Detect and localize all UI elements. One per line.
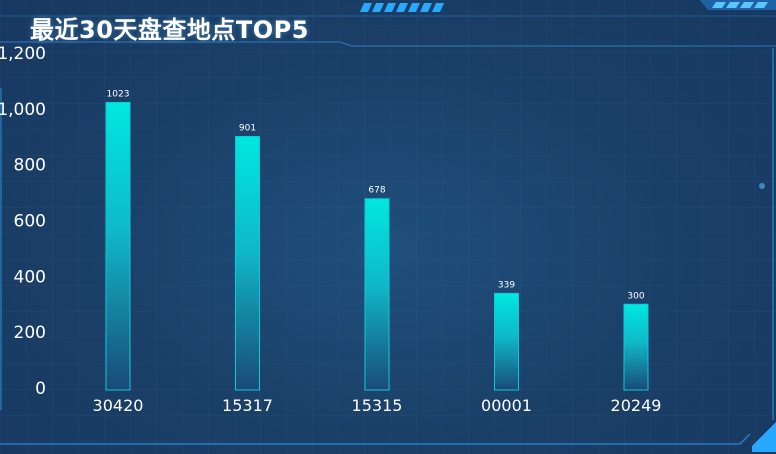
x-tick-label: 15315 — [352, 396, 403, 415]
data-label: 300 — [627, 291, 644, 301]
bar-15317 — [235, 135, 260, 391]
data-label: 678 — [368, 186, 385, 196]
y-tick-label: 800 — [14, 156, 46, 176]
data-label: 339 — [498, 280, 515, 290]
chart-title: 最近30天盘查地点TOP5 — [30, 16, 309, 44]
x-tick-label: 30420 — [93, 396, 144, 415]
y-tick-label: 400 — [14, 267, 46, 287]
bar-30420 — [105, 101, 131, 391]
y-tick-label: 0 — [35, 379, 46, 399]
bar-20249 — [623, 303, 649, 391]
bar-00001 — [494, 292, 519, 391]
y-tick-label: 600 — [14, 212, 46, 232]
bottom-right-corner-accent — [752, 422, 776, 452]
y-tick-label: 1,000 — [0, 100, 46, 120]
top-right-stripe-accent — [360, 0, 776, 12]
y-tick-label: 1,200 — [0, 44, 46, 64]
y-tick-label: 200 — [14, 323, 46, 343]
y-axis: 0 200 400 600 800 1,000 1,200 — [0, 44, 46, 399]
bar-series: 1023 901 678 339 300 — [105, 89, 649, 391]
data-label: 901 — [239, 123, 256, 133]
x-tick-label: 15317 — [222, 396, 273, 415]
x-axis: 30420 15317 15315 00001 20249 — [93, 396, 662, 415]
x-tick-label: 20249 — [611, 396, 662, 415]
x-tick-label: 00001 — [481, 396, 532, 415]
data-label: 1023 — [107, 89, 130, 99]
bar-15315 — [364, 198, 390, 391]
